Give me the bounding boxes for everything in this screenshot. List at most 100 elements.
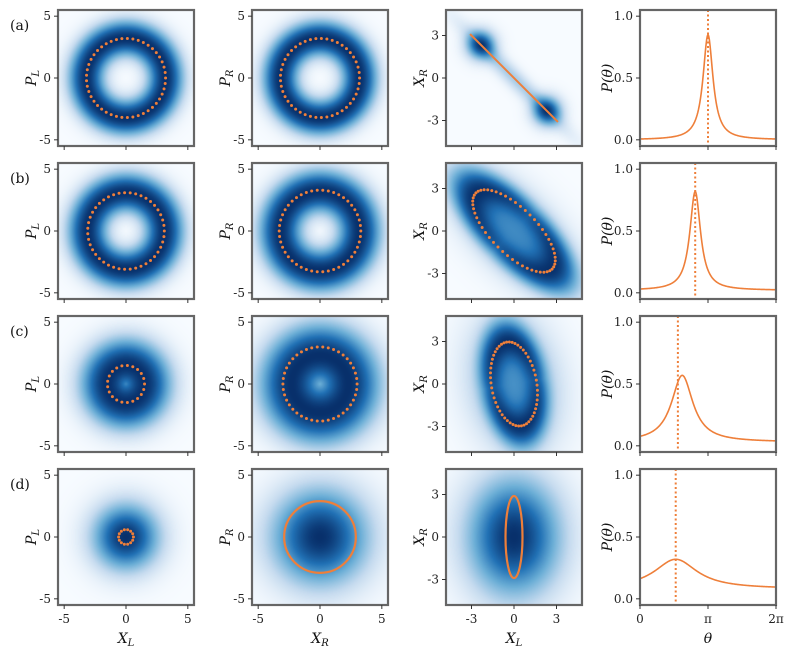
trajectory-dot [156,208,160,212]
correlation-dot [511,257,515,261]
correlation-dot [471,196,475,200]
trajectory-dot [341,411,345,415]
trajectory-dot [134,192,138,196]
trajectory-dot [126,528,130,532]
row-label: (c) [10,324,29,340]
trajectory-dot [107,390,111,394]
trajectory-dot [88,215,92,219]
correlation-dot [538,270,542,274]
correlation-dot [535,398,539,402]
trajectory-dot [315,345,319,349]
phase-ytick-label: -5 [233,592,245,606]
trajectory-dot [125,116,129,120]
x-axis-label: XL [117,631,135,649]
trajectory-dot [291,357,295,361]
trajectory-dot [123,267,127,271]
trajectory-dot [114,38,118,42]
correlation-dot [487,235,491,239]
trajectory-dot [112,265,116,269]
trajectory-dot [87,237,91,241]
trajectory-dot [349,403,353,407]
correlation-dot [552,265,556,269]
correlation-heatmap [446,469,582,605]
phase-ytick-label: 0 [43,377,51,391]
trajectory-dot [129,529,133,533]
trajectory-dot [128,267,132,271]
trajectory-dot [100,45,104,49]
correlation-heatmap [446,163,582,299]
trajectory-dot [315,188,319,192]
trajectory-dot [281,90,285,94]
correlation-dot [517,424,521,428]
trajectory-dot [358,76,362,80]
trajectory-dot [125,36,129,40]
correlation-dot [542,270,546,274]
trajectory-dot [144,196,148,200]
correlation-dot [535,393,539,397]
phase-ytick-label: -5 [39,286,51,300]
trajectory-dot [131,538,135,542]
trajectory-dot [120,37,124,41]
correlation-dot [507,340,511,344]
trajectory-dot [109,113,113,117]
trajectory-dot [294,262,298,266]
phase-ytick-label: 5 [43,315,51,329]
trajectory-dot [310,269,314,273]
trajectory-dot [295,411,299,415]
trajectory-dot [294,107,298,111]
correlation-dot [533,373,537,377]
prob-ytick-label: 1.0 [614,315,633,329]
trajectory-dot [106,379,110,383]
trajectory-dot [353,371,357,375]
trajectory-dot [123,191,127,195]
correlation-dot [549,242,553,246]
phase-ytick-label: 5 [237,468,245,482]
trajectory-dot [143,382,147,386]
correlation-dot [489,381,493,385]
correlation-dot [474,191,478,195]
trajectory-dot [146,43,150,47]
trajectory-dot [159,213,163,217]
phase-xtick-label: 5 [378,612,386,626]
trajectory-dot [310,418,314,422]
trajectory-dot [348,51,352,55]
trajectory-dot [110,369,114,373]
trajectory-dot [281,62,285,66]
trajectory-dot [120,400,124,404]
probability-bg [640,316,776,452]
y-axis-label: PR [218,375,236,393]
figure-row: (c) -5 0 5 PL -5 0 5 PR -3 0 3 XR 0.0 0.5 1.0 P(θ) [10,314,778,456]
correlation-dot [531,414,535,418]
trajectory-dot [291,407,295,411]
trajectory-dot [131,399,135,403]
correlation-ellipse [504,494,524,580]
trajectory-dot [326,346,330,350]
trajectory-dot [279,68,283,72]
trajectory-dot [109,39,113,43]
trajectory-dot [102,260,106,264]
phase-ytick-label: -5 [233,439,245,453]
y-axis-label: PL [24,529,42,546]
correlation-dot [545,270,549,274]
trajectory-dot [350,203,354,207]
correlation-dot [496,245,500,249]
trajectory-dot [281,213,285,217]
trajectory-dot [332,347,336,351]
trajectory-dot [279,218,283,222]
trajectory-dot [144,262,148,266]
corr-xtick-label: -3 [466,612,478,626]
trajectory-dot [150,47,154,51]
trajectory-dot [310,189,314,193]
correlation-dot [489,361,493,365]
y-axis-label: PR [218,528,236,546]
trajectory-dot [159,245,163,249]
phase-xtick-label: 0 [316,612,324,626]
correlation-dot [530,268,534,272]
y-axis-label: PR [218,222,236,240]
trajectory-dot [303,39,307,43]
y-axis-label: XR [412,69,430,88]
trajectory-dot [126,542,130,546]
trajectory-dot [117,538,121,542]
trajectory-dot [146,109,150,113]
trajectory-dot [85,73,89,77]
